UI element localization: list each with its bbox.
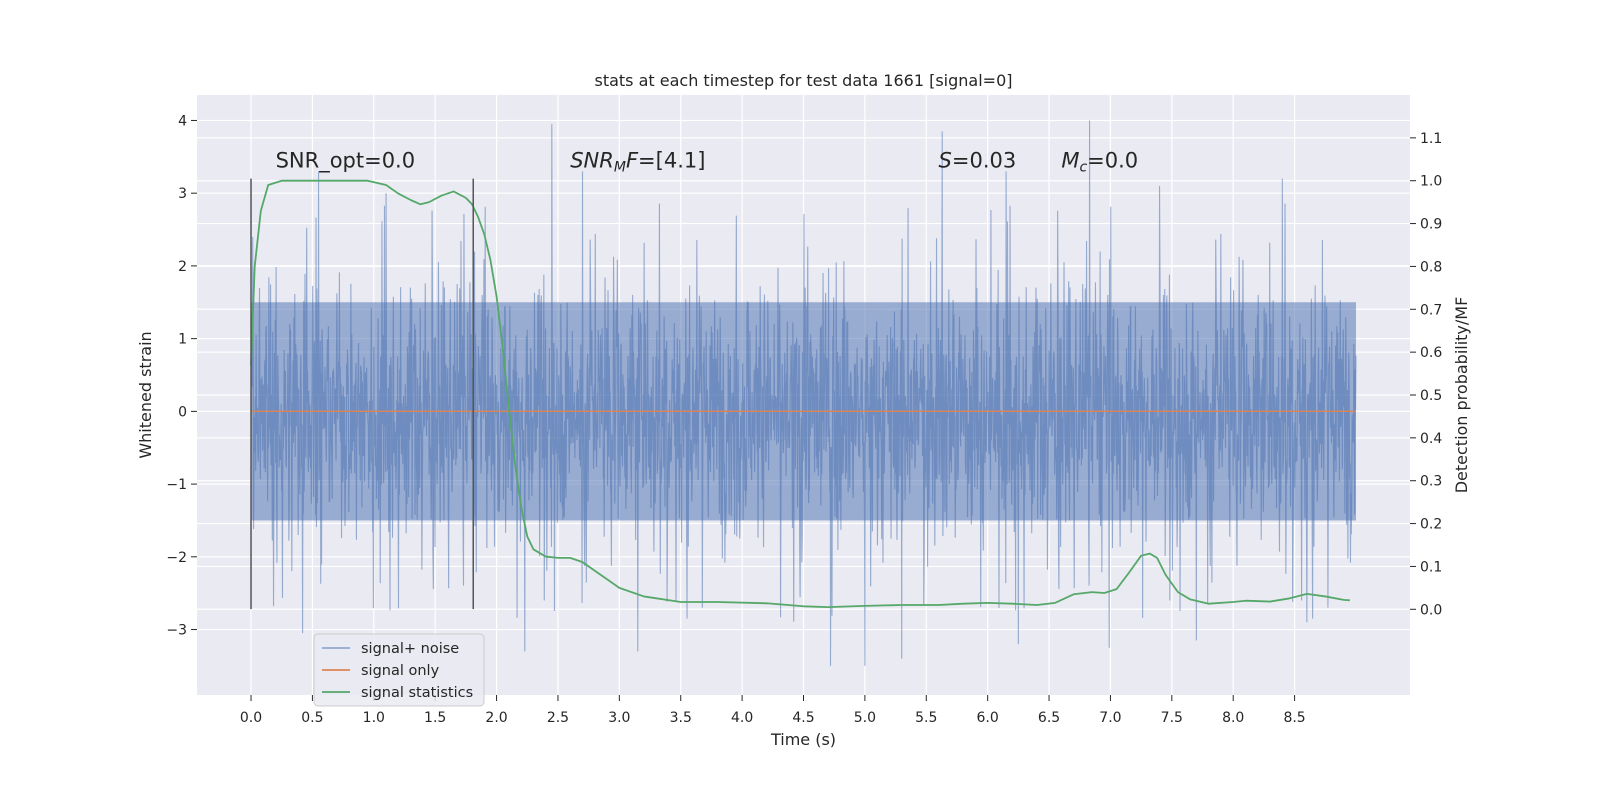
x-tick-label: 8.0 — [1222, 710, 1244, 726]
annotation-part: S — [939, 149, 952, 173]
x-tick-label: 0.0 — [240, 710, 262, 726]
right-y-tick-label: 0.4 — [1420, 431, 1442, 447]
y-tick-label: −3 — [166, 623, 187, 639]
x-axis: 0.0 0.5 1.0 1.5 2.0 2.5 3.0 3.5 4.0 4.5 5.0 5.5 6.0 6… — [240, 695, 1306, 726]
right-y-tick-label: 0.9 — [1420, 217, 1442, 233]
x-tick-label: 5.0 — [854, 710, 876, 726]
vertical-markers — [250, 178, 474, 610]
x-tick-label: 8.5 — [1283, 710, 1305, 726]
annotation-part: =[4.1] — [638, 149, 705, 173]
right-y-tick-label: 1.1 — [1420, 131, 1442, 147]
x-tick-label: 2.0 — [485, 710, 507, 726]
annotation-part: =0.03 — [952, 149, 1016, 173]
x-tick-label: 0.5 — [301, 710, 323, 726]
x-tick-label: 5.5 — [915, 710, 937, 726]
x-tick-label: 6.5 — [1038, 710, 1060, 726]
right-y-tick-label: 0.0 — [1420, 602, 1442, 618]
y-axis-label: Whitened strain — [136, 331, 155, 458]
chart-title: stats at each timestep for test data 166… — [594, 71, 1012, 90]
right-y-tick-label: 0.6 — [1420, 345, 1442, 361]
x-tick-label: 7.0 — [1099, 710, 1121, 726]
annotation-part: c — [1079, 160, 1087, 176]
y-tick-label: 4 — [178, 113, 187, 129]
x-tick-label: 3.0 — [608, 710, 630, 726]
annotation-2: SNRMF=[4.1] — [570, 149, 705, 176]
right-y-tick-label: 0.1 — [1420, 559, 1442, 575]
y-tick-label: −2 — [166, 550, 187, 566]
right-y-tick-label: 0.3 — [1420, 474, 1442, 490]
annotation-part: =0.0 — [1087, 149, 1138, 173]
right-y-axis-label: Detection probability/MF — [1452, 297, 1471, 494]
x-tick-label: 4.5 — [792, 710, 814, 726]
annotation-part: F — [626, 149, 639, 173]
annotation-3: S=0.03 — [939, 149, 1017, 173]
right-y-tick-label: 0.5 — [1420, 388, 1442, 404]
x-tick-label: 7.5 — [1161, 710, 1183, 726]
x-tick-label: 3.5 — [670, 710, 692, 726]
legend-box — [313, 633, 485, 707]
legend-label-signal-statistics: signal statistics — [361, 685, 473, 701]
x-tick-label: 2.5 — [547, 710, 569, 726]
x-axis-label: Time (s) — [770, 730, 836, 749]
annotation-part: M — [1061, 149, 1079, 173]
annotation-part: SNR_opt=0.0 — [276, 149, 416, 174]
right-y-tick-label: 0.8 — [1420, 259, 1442, 275]
annotation-part: SNR — [570, 149, 614, 173]
series-signal-statistics — [250, 179, 1350, 609]
right-y-tick-label: 0.7 — [1420, 302, 1442, 318]
series-signal-noise — [250, 120, 1357, 666]
left-y-axis: −3 −2 −1 0 1 2 3 4 — [166, 113, 197, 639]
x-tick-label: 1.0 — [363, 710, 385, 726]
y-tick-label: 2 — [178, 259, 187, 275]
y-tick-label: 1 — [178, 332, 187, 348]
legend-label-signal-noise: signal+ noise — [361, 641, 459, 657]
series-group — [250, 120, 1357, 666]
annotation-1: SNR_opt=0.0 — [276, 149, 416, 174]
x-tick-label: 4.0 — [731, 710, 753, 726]
annotation-part: M — [614, 160, 626, 176]
annotations: SNR_opt=0.0 SNRMF=[4.1] S=0.03 Mc=0.0 — [276, 149, 1139, 176]
right-y-axis: 0.0 0.1 0.2 0.3 0.4 0.5 0.6 0.7 0.8 0.9 1.0 1.1 — [1410, 131, 1442, 618]
x-tick-label: 1.5 — [424, 710, 446, 726]
x-tick-label: 6.0 — [977, 710, 999, 726]
legend: signal+ noise signal only signal statistic… — [313, 633, 485, 707]
y-tick-label: 3 — [178, 186, 187, 202]
y-tick-label: −1 — [166, 477, 187, 493]
y-tick-label: 0 — [178, 404, 187, 420]
right-y-tick-label: 0.2 — [1420, 517, 1442, 533]
annotation-4: Mc=0.0 — [1061, 149, 1138, 176]
legend-label-signal-only: signal only — [361, 663, 440, 679]
right-y-tick-label: 1.0 — [1420, 174, 1442, 190]
